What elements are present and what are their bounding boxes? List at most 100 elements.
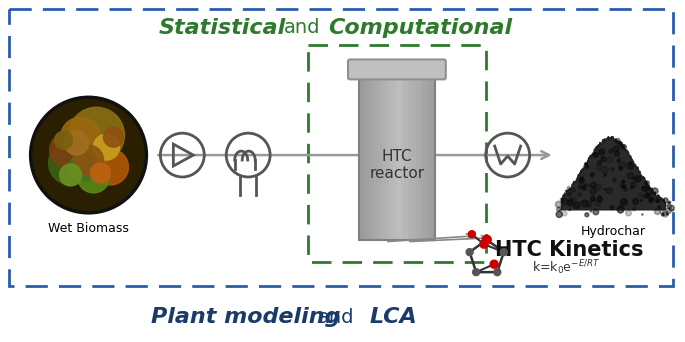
Circle shape <box>627 163 634 169</box>
Circle shape <box>657 201 658 202</box>
Circle shape <box>490 260 498 268</box>
Circle shape <box>569 209 570 211</box>
Circle shape <box>633 199 638 205</box>
Circle shape <box>580 177 584 181</box>
Circle shape <box>562 198 569 205</box>
Circle shape <box>667 205 671 209</box>
Circle shape <box>567 200 573 206</box>
Circle shape <box>601 166 608 173</box>
Circle shape <box>590 211 592 212</box>
Circle shape <box>614 146 619 152</box>
Circle shape <box>642 187 643 188</box>
Circle shape <box>621 181 623 183</box>
Text: HTC Kinetics: HTC Kinetics <box>495 240 644 260</box>
Text: Hydrochar: Hydrochar <box>581 225 646 238</box>
Circle shape <box>642 214 643 215</box>
Circle shape <box>666 208 671 213</box>
Circle shape <box>619 142 623 146</box>
Bar <box>397 75 401 240</box>
Text: Wet Biomass: Wet Biomass <box>48 222 129 235</box>
Circle shape <box>569 198 571 199</box>
Circle shape <box>90 163 110 183</box>
Circle shape <box>645 186 647 188</box>
Bar <box>416 75 420 240</box>
Circle shape <box>595 184 601 190</box>
Circle shape <box>590 173 595 177</box>
Circle shape <box>597 165 601 170</box>
Circle shape <box>611 149 614 152</box>
Circle shape <box>583 165 587 169</box>
Circle shape <box>103 127 123 147</box>
Text: and: and <box>318 308 354 327</box>
Circle shape <box>625 210 632 216</box>
Circle shape <box>656 198 660 202</box>
Circle shape <box>569 198 573 202</box>
Circle shape <box>662 211 667 215</box>
Circle shape <box>590 196 595 201</box>
Bar <box>408 75 412 240</box>
Circle shape <box>621 145 626 149</box>
FancyBboxPatch shape <box>348 60 446 79</box>
Circle shape <box>597 161 601 165</box>
Circle shape <box>672 209 674 211</box>
Circle shape <box>632 208 636 211</box>
Circle shape <box>612 167 614 169</box>
Bar <box>371 75 374 240</box>
Circle shape <box>585 184 587 186</box>
Circle shape <box>566 190 567 192</box>
Bar <box>374 75 378 240</box>
Circle shape <box>651 188 658 194</box>
Circle shape <box>621 205 622 206</box>
Circle shape <box>650 197 653 201</box>
Polygon shape <box>562 136 665 210</box>
Circle shape <box>663 212 668 217</box>
Circle shape <box>647 187 650 190</box>
Circle shape <box>586 201 592 207</box>
Circle shape <box>588 185 590 187</box>
Circle shape <box>604 175 606 176</box>
Circle shape <box>586 166 588 168</box>
Circle shape <box>604 189 606 190</box>
Circle shape <box>556 211 562 218</box>
Circle shape <box>645 181 649 185</box>
Circle shape <box>667 211 668 213</box>
Bar <box>423 75 427 240</box>
Circle shape <box>568 192 571 196</box>
Bar <box>9 9 673 286</box>
Circle shape <box>654 209 660 214</box>
Circle shape <box>92 149 128 185</box>
Circle shape <box>638 193 643 198</box>
Circle shape <box>619 167 623 170</box>
Circle shape <box>466 249 473 255</box>
Circle shape <box>68 107 125 163</box>
Bar <box>389 75 393 240</box>
Bar <box>393 75 397 240</box>
Circle shape <box>598 196 601 199</box>
Circle shape <box>567 186 571 189</box>
Circle shape <box>601 157 606 161</box>
Circle shape <box>668 202 671 204</box>
Circle shape <box>663 198 668 203</box>
Circle shape <box>572 188 575 192</box>
Circle shape <box>658 206 660 209</box>
Circle shape <box>607 157 613 162</box>
Circle shape <box>634 176 640 182</box>
Circle shape <box>646 193 651 198</box>
Circle shape <box>94 134 119 160</box>
Circle shape <box>593 153 598 157</box>
Circle shape <box>619 161 625 168</box>
Circle shape <box>573 202 580 209</box>
Circle shape <box>562 211 567 216</box>
Bar <box>308 44 486 262</box>
Text: LCA: LCA <box>370 307 418 327</box>
Circle shape <box>623 185 626 188</box>
Circle shape <box>31 97 147 213</box>
Bar <box>386 75 389 240</box>
Bar <box>382 75 386 240</box>
Circle shape <box>70 153 97 181</box>
Circle shape <box>73 145 103 175</box>
Circle shape <box>617 160 619 162</box>
Circle shape <box>599 149 605 155</box>
Circle shape <box>627 172 634 179</box>
Circle shape <box>612 178 616 182</box>
